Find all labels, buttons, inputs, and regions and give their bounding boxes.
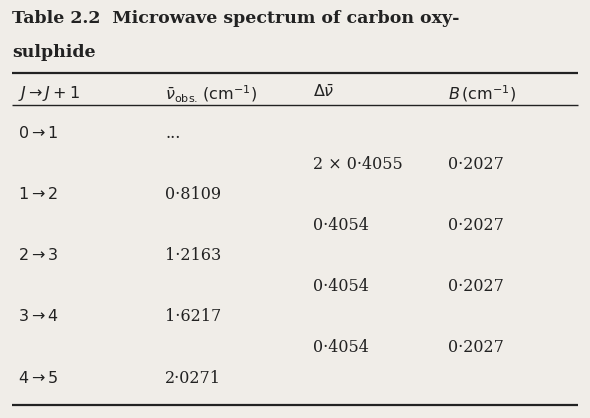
Text: 0·2027: 0·2027 [448, 278, 504, 295]
Text: $J \rightarrow J + 1$: $J \rightarrow J + 1$ [18, 84, 80, 102]
Text: Table 2.2  Microwave spectrum of carbon oxy-: Table 2.2 Microwave spectrum of carbon o… [12, 10, 459, 28]
Text: 1·6217: 1·6217 [165, 308, 221, 326]
Text: $3\rightarrow 4$: $3\rightarrow 4$ [18, 308, 59, 324]
Text: $4\rightarrow 5$: $4\rightarrow 5$ [18, 370, 58, 385]
Text: 2·0271: 2·0271 [165, 370, 221, 387]
Text: $0\rightarrow 1$: $0\rightarrow 1$ [18, 125, 58, 141]
Text: 0·2027: 0·2027 [448, 217, 504, 234]
Text: $B\,(\mathrm{cm}^{-1})$: $B\,(\mathrm{cm}^{-1})$ [448, 84, 517, 104]
Text: 0·4054: 0·4054 [313, 278, 369, 295]
Text: $1\rightarrow 2$: $1\rightarrow 2$ [18, 186, 58, 202]
Text: $2\rightarrow 3$: $2\rightarrow 3$ [18, 247, 58, 263]
Text: 0·2027: 0·2027 [448, 156, 504, 173]
Text: 0·4054: 0·4054 [313, 217, 369, 234]
Text: $\Delta\bar{\nu}$: $\Delta\bar{\nu}$ [313, 84, 334, 100]
Text: sulphide: sulphide [12, 44, 96, 61]
Text: 0·8109: 0·8109 [165, 186, 221, 204]
Text: 1·2163: 1·2163 [165, 247, 221, 265]
Text: ...: ... [165, 125, 181, 143]
Text: $\bar{\nu}_{\mathrm{obs.}}\,(\mathrm{cm}^{-1})$: $\bar{\nu}_{\mathrm{obs.}}\,(\mathrm{cm}… [165, 84, 257, 104]
Text: 0·4054: 0·4054 [313, 339, 369, 356]
Text: 2 × 0·4055: 2 × 0·4055 [313, 156, 402, 173]
Text: 0·2027: 0·2027 [448, 339, 504, 356]
